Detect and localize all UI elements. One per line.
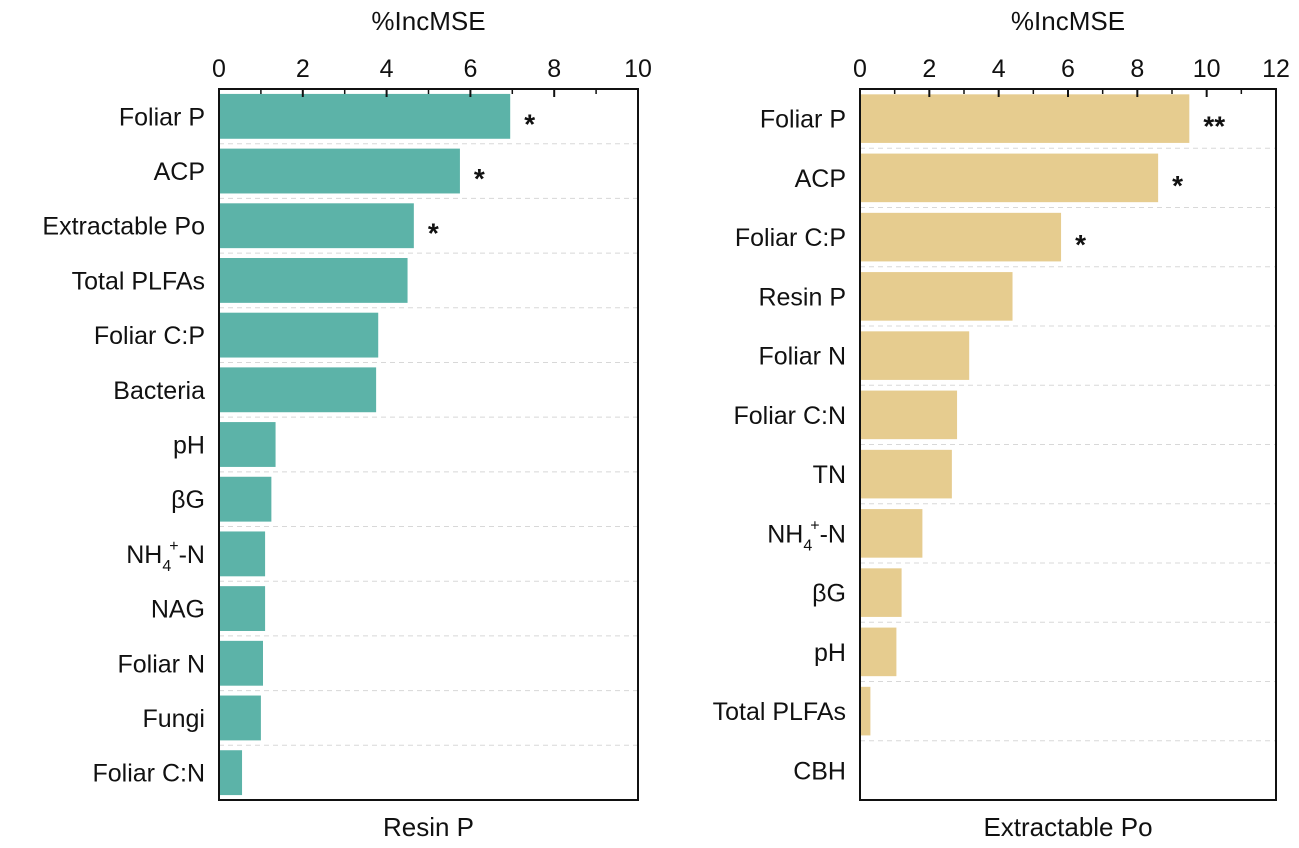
resin-p-panel-title: Resin P bbox=[383, 812, 474, 842]
extractable-po-tick-label: 4 bbox=[992, 55, 1006, 83]
resin-p-category-label: Foliar N bbox=[117, 650, 205, 678]
resin-p-category-label: NH4+-N bbox=[126, 538, 205, 575]
resin-p-bar bbox=[219, 476, 272, 522]
extractable-po-bar bbox=[860, 686, 871, 736]
resin-p-bar bbox=[219, 422, 276, 467]
resin-p-category-label: Extractable Po bbox=[42, 213, 205, 241]
extractable-po-category-label: Resin P bbox=[758, 283, 846, 311]
resin-p-bar bbox=[219, 695, 261, 741]
resin-p-panel: Foliar P * ACP * Extractable Po * Total PLFAs F… bbox=[42, 6, 652, 842]
resin-p-category-label: Foliar P bbox=[119, 103, 205, 131]
resin-p-bar bbox=[219, 93, 511, 139]
resin-p-significance-label: * bbox=[428, 218, 439, 249]
resin-p-bar bbox=[219, 257, 408, 303]
resin-p-tick-label: 0 bbox=[212, 55, 226, 83]
extractable-po-category-label: pH bbox=[814, 639, 846, 667]
resin-p-bar bbox=[219, 586, 266, 632]
resin-p-tick-label: 8 bbox=[547, 55, 561, 83]
resin-p-bar bbox=[219, 312, 379, 358]
extractable-po-category-label: Foliar P bbox=[760, 106, 846, 134]
resin-p-category-label: pH bbox=[173, 432, 205, 460]
resin-p-category-label: Bacteria bbox=[113, 377, 205, 405]
resin-p-bar bbox=[219, 531, 266, 577]
extractable-po-category-label: Foliar N bbox=[758, 343, 846, 371]
resin-p-tick-label: 10 bbox=[624, 55, 652, 83]
resin-p-significance-label: * bbox=[524, 108, 535, 139]
extractable-po-bar bbox=[860, 272, 1013, 321]
extractable-po-bar bbox=[860, 449, 952, 499]
resin-p-plot-frame bbox=[218, 88, 639, 801]
extractable-po-bar bbox=[860, 212, 1062, 262]
resin-p-category-label: Total PLFAs bbox=[72, 267, 205, 295]
extractable-po-bar bbox=[860, 509, 923, 558]
extractable-po-category-label: ACP bbox=[795, 165, 846, 193]
extractable-po-significance-label: ** bbox=[1203, 111, 1225, 142]
extractable-po-bar bbox=[860, 331, 970, 380]
extractable-po-x-axis-title: %IncMSE bbox=[1011, 6, 1125, 36]
resin-p-tick-label: 4 bbox=[380, 55, 394, 83]
resin-p-category-label: βG bbox=[171, 486, 205, 514]
extractable-po-tick-label: 12 bbox=[1262, 55, 1290, 83]
extractable-po-bar bbox=[860, 153, 1159, 203]
extractable-po-bar bbox=[860, 390, 958, 440]
extractable-po-panel: Foliar P ** ACP * Foliar C:P * Resin P Foliar N… bbox=[713, 6, 1290, 842]
extractable-po-bar bbox=[860, 94, 1190, 143]
resin-p-x-axis-title: %IncMSE bbox=[371, 6, 485, 36]
resin-p-bar bbox=[219, 750, 243, 796]
extractable-po-category-label: Foliar C:P bbox=[735, 224, 846, 252]
extractable-po-category-label: NH4+-N bbox=[767, 517, 846, 554]
resin-p-category-label: NAG bbox=[151, 596, 205, 624]
resin-p-significance-label: * bbox=[474, 163, 485, 194]
extractable-po-tick-label: 10 bbox=[1193, 55, 1221, 83]
resin-p-bar bbox=[219, 148, 460, 194]
resin-p-tick-label: 2 bbox=[296, 55, 310, 83]
extractable-po-category-label: βG bbox=[812, 580, 846, 608]
extractable-po-significance-label: * bbox=[1075, 229, 1086, 260]
extractable-po-bar bbox=[860, 627, 897, 677]
extractable-po-tick-label: 8 bbox=[1130, 55, 1144, 83]
extractable-po-category-label: Foliar C:N bbox=[733, 402, 846, 430]
resin-p-category-label: ACP bbox=[154, 158, 205, 186]
extractable-po-category-label: CBH bbox=[793, 757, 846, 785]
extractable-po-significance-label: * bbox=[1172, 170, 1183, 201]
resin-p-category-label: Fungi bbox=[142, 705, 205, 733]
extractable-po-tick-label: 2 bbox=[922, 55, 936, 83]
extractable-po-tick-label: 6 bbox=[1061, 55, 1075, 83]
resin-p-bar bbox=[219, 367, 377, 413]
resin-p-bar bbox=[219, 640, 263, 686]
extractable-po-bar bbox=[860, 568, 902, 617]
extractable-po-category-label: TN bbox=[813, 461, 846, 489]
resin-p-bar bbox=[219, 203, 414, 249]
resin-p-category-label: Foliar C:P bbox=[94, 322, 205, 350]
resin-p-category-label: Foliar C:N bbox=[92, 760, 205, 788]
extractable-po-tick-label: 0 bbox=[853, 55, 867, 83]
resin-p-tick-label: 6 bbox=[463, 55, 477, 83]
extractable-po-panel-title: Extractable Po bbox=[983, 812, 1152, 842]
extractable-po-category-label: Total PLFAs bbox=[713, 698, 846, 726]
